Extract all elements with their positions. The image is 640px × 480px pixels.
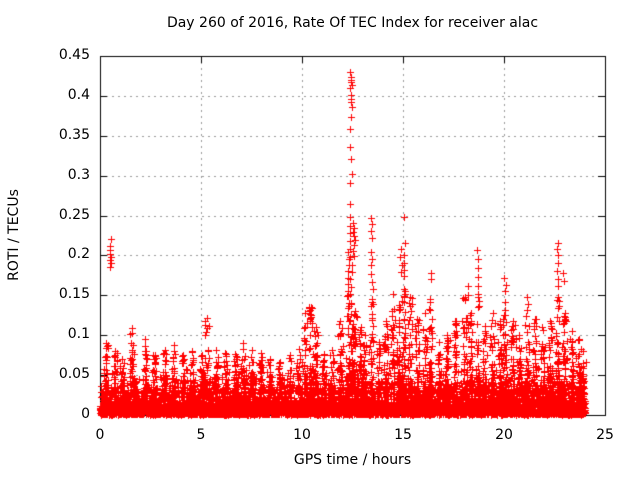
y-tick-label: 0.05 xyxy=(58,366,90,383)
y-tick-label: 0.45 xyxy=(58,47,90,63)
y-tick-label: 0.1 xyxy=(67,326,90,343)
x-tick-label: 5 xyxy=(196,427,206,443)
y-tick-label: 0.35 xyxy=(58,126,90,143)
x-tick-label: 0 xyxy=(95,427,105,443)
y-tick-label: 0.3 xyxy=(67,166,90,183)
y-tick-label: 0.2 xyxy=(67,246,90,263)
x-tick-label: 15 xyxy=(394,427,412,443)
y-axis-label: ROTI / TECUs xyxy=(6,189,22,281)
y-tick-label: 0 xyxy=(81,406,90,422)
x-tick-label: 10 xyxy=(293,427,311,443)
x-axis-label: GPS time / hours xyxy=(293,452,412,468)
x-tick-label: 20 xyxy=(495,427,513,443)
y-tick-label: 0.4 xyxy=(67,86,90,103)
y-tick-label: 0.15 xyxy=(58,286,90,303)
y-tick-label: 0.25 xyxy=(58,206,90,223)
chart-title: Day 260 of 2016, Rate Of TEC Index for r… xyxy=(166,15,539,31)
x-tick-label: 25 xyxy=(596,427,614,443)
